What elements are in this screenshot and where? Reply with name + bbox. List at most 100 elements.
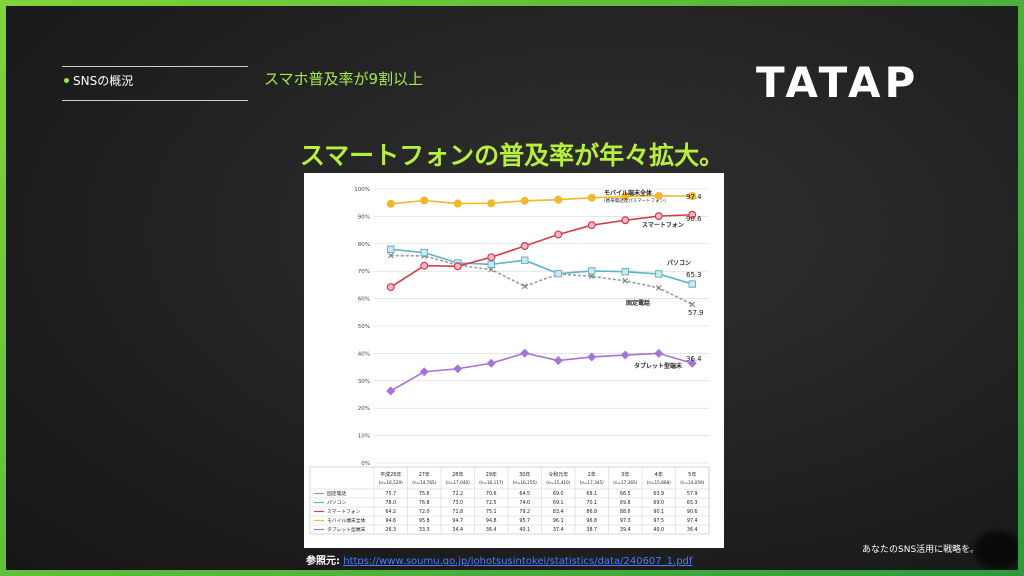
y-tick-label: 90%	[358, 214, 370, 220]
table-cell-value: 94.8	[486, 518, 497, 524]
data-point	[688, 210, 697, 219]
data-point	[688, 192, 697, 201]
series-annotation-sub: (携帯電話及びスマートフォン)	[604, 197, 666, 204]
table-cell-value: 63.9	[653, 491, 664, 497]
series-annotation: タブレット型端末	[634, 362, 683, 370]
data-point	[487, 260, 495, 269]
table-cell-value: 36.4	[486, 527, 497, 533]
data-point	[654, 191, 663, 200]
tagline: あなたのSNS活用に戦略を。	[862, 545, 980, 555]
legend-entry: 固定電話	[327, 490, 346, 497]
x-tick-label: 27年	[419, 471, 430, 478]
data-point	[622, 277, 629, 284]
table-cell-value: 69.0	[553, 491, 564, 497]
table-cell-value: 69.0	[653, 500, 664, 506]
table-cell-value: 69.1	[553, 500, 564, 506]
slide-headline: スマートフォンの普及率が年々拡大。	[299, 141, 725, 170]
table-cell-value: 75.7	[385, 491, 396, 497]
table-cell-value: 38.7	[586, 527, 597, 533]
y-tick-label: 30%	[358, 379, 370, 385]
data-point	[621, 216, 630, 225]
table-cell-value: 72.2	[452, 491, 463, 497]
data-point	[688, 280, 696, 288]
x-tick-n-label: (n=16,529)	[379, 480, 403, 485]
data-point	[386, 386, 396, 396]
table-cell-value: 86.8	[586, 509, 597, 515]
line-chart: 0% 10% 20% 30% 40% 50% 60% 70% 80% 90% 100% 97.4 モバイ…	[309, 187, 710, 535]
data-point	[386, 283, 395, 292]
x-tick-n-label: (n=17,365)	[613, 480, 637, 485]
legend-entry: スマートフォン	[327, 509, 361, 515]
table-cell-value: 97.3	[620, 518, 631, 524]
x-tick-label: 5年	[688, 471, 696, 478]
table-cell-value: 40.0	[653, 527, 664, 533]
data-point	[587, 193, 596, 202]
data-point	[521, 256, 529, 264]
data-point	[520, 348, 530, 358]
data-point	[655, 285, 662, 291]
data-point	[420, 261, 429, 270]
table-cell-value: 75.6	[419, 491, 430, 497]
header-top-rule	[62, 66, 248, 67]
table-cell-value: 97.5	[653, 518, 664, 524]
section-label-text: SNSの概況	[73, 74, 134, 88]
table-cell-value: 70.1	[586, 500, 597, 506]
bullet-dot-icon	[64, 78, 69, 83]
source-citation: 参照元: https://www.soumu.go.jp/johotsusint…	[306, 552, 692, 567]
x-tick-n-label: (n=14,059)	[680, 480, 704, 485]
table-cell-value: 65.3	[687, 500, 698, 506]
x-tick-n-label: (n=16,117)	[479, 480, 503, 485]
x-tick-label: 30年	[519, 471, 530, 478]
table-cell-value: 96.8	[586, 518, 597, 524]
data-point	[420, 196, 429, 205]
data-point	[453, 262, 462, 271]
data-point	[521, 283, 528, 290]
source-link[interactable]: https://www.soumu.go.jp/johotsusintokei/…	[343, 556, 693, 567]
series-annotation: 固定電話	[626, 299, 650, 307]
legend-entry: タブレット型端末	[327, 526, 366, 533]
x-tick-n-label: (n=14,765)	[412, 480, 436, 485]
table-cell-value: 90.1	[653, 509, 664, 515]
data-point	[520, 241, 529, 250]
table-cell-value: 36.4	[687, 527, 698, 533]
table-cell-value: 83.4	[553, 509, 564, 515]
series-line-2	[390, 213, 693, 288]
x-tick-n-label: (n=17,345)	[580, 480, 604, 485]
legend-entry: モバイル端末全体	[327, 517, 366, 524]
data-table-frame	[309, 466, 710, 535]
table-cell-value: 39.4	[620, 527, 631, 533]
table-cell-value: 95.7	[519, 518, 530, 524]
table-cell-value: 88.6	[620, 509, 631, 515]
data-point	[520, 196, 529, 205]
table-cell-value: 75.1	[486, 509, 497, 515]
table-cell-value: 72.0	[419, 509, 430, 515]
x-tick-n-label: (n=15,868)	[647, 480, 671, 485]
chart-image: 0% 10% 20% 30% 40% 50% 60% 70% 80% 90% 100% 97.4 モバイ…	[304, 173, 724, 548]
data-point	[689, 301, 696, 308]
data-point	[386, 199, 395, 208]
data-point	[387, 252, 394, 259]
y-tick-label: 80%	[358, 242, 370, 248]
data-point	[620, 350, 630, 360]
header-bottom-rule	[62, 100, 248, 101]
table-cell-value: 64.5	[519, 491, 530, 497]
series-line-4	[390, 352, 693, 392]
series-line-0	[390, 254, 693, 306]
table-cell-value: 66.5	[620, 491, 631, 497]
slide-subtitle: スマホ普及率が9割以上	[264, 70, 424, 88]
table-cell-value: 96.1	[553, 518, 564, 524]
legend-entry: パソコン	[327, 500, 346, 506]
table-cell-value: 90.6	[687, 509, 698, 515]
y-tick-label: 0%	[361, 461, 370, 467]
y-tick-label: 70%	[358, 269, 370, 275]
data-point	[621, 268, 629, 276]
table-cell-value: 76.8	[419, 500, 430, 506]
y-tick-label: 100%	[354, 187, 370, 193]
data-point	[588, 267, 596, 275]
x-tick-n-label: (n=15,410)	[546, 480, 570, 485]
data-point	[487, 199, 496, 208]
table-cell-value: 69.8	[620, 500, 631, 506]
x-tick-label: 2年	[588, 471, 596, 478]
data-point	[453, 199, 462, 208]
series-line-1	[390, 248, 693, 285]
